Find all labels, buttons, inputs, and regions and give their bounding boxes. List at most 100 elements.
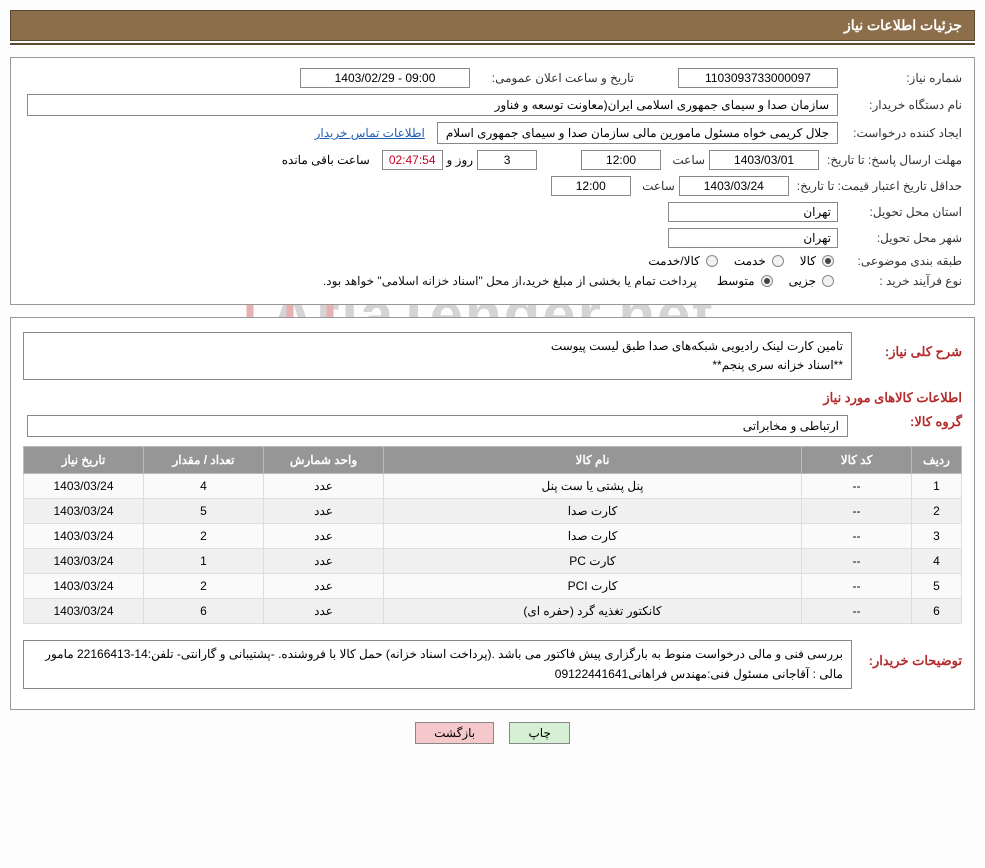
- th-code: کد کالا: [802, 447, 912, 474]
- table-cell: عدد: [264, 474, 384, 499]
- table-cell: عدد: [264, 549, 384, 574]
- table-cell: --: [802, 474, 912, 499]
- radio-partial[interactable]: جزیی: [789, 274, 834, 288]
- table-cell: --: [802, 574, 912, 599]
- table-cell: 5: [144, 499, 264, 524]
- lbl-buyer-org: نام دستگاه خریدار:: [842, 98, 962, 112]
- row-prod-group: گروه کالا: ارتباطی و مخابراتی: [23, 414, 962, 438]
- val-general-desc: تامین کارت لینک رادیویی شبکه‌های صدا طبق…: [23, 332, 852, 380]
- row-city: شهر محل تحویل: تهران: [23, 228, 962, 248]
- lbl-hour-2: ساعت: [635, 179, 675, 193]
- table-cell: 1: [144, 549, 264, 574]
- table-row: 3--کارت صداعدد21403/03/24: [24, 524, 962, 549]
- table-cell: 3: [912, 524, 962, 549]
- table-cell: 1403/03/24: [24, 524, 144, 549]
- table-cell: 2: [912, 499, 962, 524]
- th-date: تاریخ نیاز: [24, 447, 144, 474]
- table-cell: کارت PCI: [384, 574, 802, 599]
- heading-items-info: اطلاعات کالاهای مورد نیاز: [23, 390, 962, 406]
- lbl-goods: کالا: [800, 254, 816, 268]
- radio-dot-goods-service: [706, 255, 718, 267]
- contact-link[interactable]: اطلاعات تماس خریدار: [315, 126, 425, 140]
- lbl-buyer-notes: توضیحات خریدار:: [852, 653, 962, 669]
- lbl-goods-service: کالا/خدمت: [648, 254, 699, 268]
- val-prod-group: ارتباطی و مخابراتی: [27, 415, 848, 437]
- table-cell: کارت صدا: [384, 524, 802, 549]
- table-row: 1--پنل پشتی یا ست پنلعدد41403/03/24: [24, 474, 962, 499]
- table-cell: 1403/03/24: [24, 599, 144, 624]
- row-buyer-notes: توضیحات خریدار: بررسی فنی و مالی درخواست…: [23, 636, 962, 692]
- table-cell: 1403/03/24: [24, 549, 144, 574]
- table-cell: 6: [912, 599, 962, 624]
- row-reply-deadline: مهلت ارسال پاسخ: تا تاریخ: 1403/03/01 سا…: [23, 150, 962, 170]
- radio-dot-medium: [761, 275, 773, 287]
- table-cell: عدد: [264, 499, 384, 524]
- val-requester: جلال کریمی خواه مسئول مامورین مالی سازما…: [437, 122, 838, 144]
- val-announce-date: 09:00 - 1403/02/29: [300, 68, 470, 88]
- lbl-purchase-type: نوع فرآیند خرید :: [842, 274, 962, 288]
- lbl-days: روز و: [447, 153, 474, 167]
- radio-medium[interactable]: متوسط: [717, 274, 773, 288]
- table-cell: 2: [144, 524, 264, 549]
- table-cell: کارت PC: [384, 549, 802, 574]
- table-cell: عدد: [264, 574, 384, 599]
- th-name: نام کالا: [384, 447, 802, 474]
- lbl-subject-class: طبقه بندی موضوعی:: [842, 254, 962, 268]
- table-cell: پنل پشتی یا ست پنل: [384, 474, 802, 499]
- val-req-num: 1103093733000097: [678, 68, 838, 88]
- val-countdown: 02:47:54: [382, 150, 443, 170]
- row-purchase-type: نوع فرآیند خرید : جزیی متوسط پرداخت تمام…: [23, 274, 962, 288]
- th-qty: تعداد / مقدار: [144, 447, 264, 474]
- table-row: 2--کارت صداعدد51403/03/24: [24, 499, 962, 524]
- radio-goods-service[interactable]: کالا/خدمت: [648, 254, 717, 268]
- table-cell: 4: [144, 474, 264, 499]
- val-valid-hour: 12:00: [551, 176, 631, 196]
- lbl-announce-date: تاریخ و ساعت اعلان عمومی:: [474, 71, 634, 85]
- table-cell: 1: [912, 474, 962, 499]
- table-cell: 2: [144, 574, 264, 599]
- val-buyer-org: سازمان صدا و سیمای جمهوری اسلامی ایران(م…: [27, 94, 838, 116]
- lbl-service: خدمت: [734, 254, 766, 268]
- table-header-row: ردیف کد کالا نام کالا واحد شمارش تعداد /…: [24, 447, 962, 474]
- back-button[interactable]: بازگشت: [415, 722, 494, 744]
- print-button[interactable]: چاپ: [509, 722, 569, 744]
- lbl-reply-deadline: مهلت ارسال پاسخ: تا تاریخ:: [823, 153, 962, 167]
- lbl-hour-1: ساعت: [665, 153, 705, 167]
- table-cell: 1403/03/24: [24, 474, 144, 499]
- purchase-note: پرداخت تمام یا بخشی از مبلغ خرید،از محل …: [323, 274, 697, 288]
- table-cell: --: [802, 549, 912, 574]
- th-unit: واحد شمارش: [264, 447, 384, 474]
- row-buyer-org: نام دستگاه خریدار: سازمان صدا و سیمای جم…: [23, 94, 962, 116]
- table-cell: --: [802, 599, 912, 624]
- row-price-validity: حداقل تاریخ اعتبار قیمت: تا تاریخ: 1403/…: [23, 176, 962, 196]
- separator: [10, 43, 975, 45]
- val-days: 3: [477, 150, 537, 170]
- val-reply-hour: 12:00: [581, 150, 661, 170]
- table-row: 4--کارت PCعدد11403/03/24: [24, 549, 962, 574]
- table-row: 6--کانکتور تغذیه گرد (حفره ای)عدد61403/0…: [24, 599, 962, 624]
- items-table: ردیف کد کالا نام کالا واحد شمارش تعداد /…: [23, 446, 962, 624]
- table-cell: --: [802, 524, 912, 549]
- lbl-price-validity: حداقل تاریخ اعتبار قیمت: تا تاریخ:: [793, 179, 962, 193]
- row-province: استان محل تحویل: تهران: [23, 202, 962, 222]
- radio-goods[interactable]: کالا: [800, 254, 834, 268]
- table-cell: کانکتور تغذیه گرد (حفره ای): [384, 599, 802, 624]
- radio-service[interactable]: خدمت: [734, 254, 784, 268]
- lbl-medium: متوسط: [717, 274, 755, 288]
- table-cell: 6: [144, 599, 264, 624]
- lbl-province: استان محل تحویل:: [842, 205, 962, 219]
- table-cell: کارت صدا: [384, 499, 802, 524]
- lbl-city: شهر محل تحویل:: [842, 231, 962, 245]
- val-province: تهران: [668, 202, 838, 222]
- val-reply-date: 1403/03/01: [709, 150, 819, 170]
- radio-dot-goods: [822, 255, 834, 267]
- radio-dot-partial: [822, 275, 834, 287]
- th-row: ردیف: [912, 447, 962, 474]
- lbl-general-desc: شرح کلی نیاز:: [852, 344, 962, 360]
- table-cell: 4: [912, 549, 962, 574]
- val-buyer-notes: بررسی فنی و مالی درخواست منوط به بارگزار…: [23, 640, 852, 688]
- val-valid-date: 1403/03/24: [679, 176, 789, 196]
- items-panel: شرح کلی نیاز: تامین کارت لینک رادیویی شب…: [10, 317, 975, 710]
- table-cell: 1403/03/24: [24, 574, 144, 599]
- table-cell: 5: [912, 574, 962, 599]
